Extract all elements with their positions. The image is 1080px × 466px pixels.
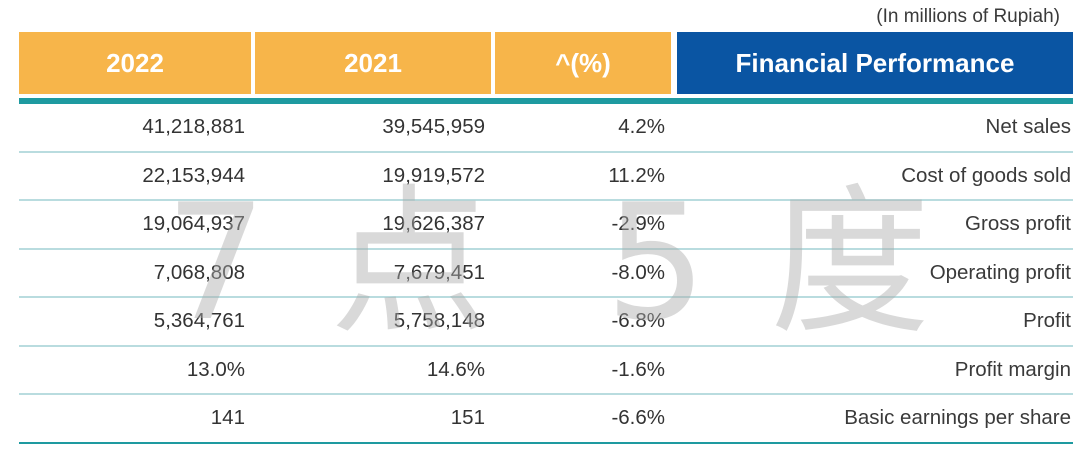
cell-change: -6.8% (611, 309, 665, 333)
cell-2022: 5,364,761 (153, 309, 245, 333)
cell-2022: 41,218,881 (142, 115, 245, 139)
cell-2022: 19,064,937 (142, 212, 245, 236)
cell-2022: 141 (210, 406, 245, 430)
table-row: 22,153,944 19,919,572 11.2% Cost of good… (19, 153, 1073, 201)
cell-label: Gross profit (965, 212, 1071, 236)
table-row: 13.0% 14.6% -1.6% Profit margin (19, 347, 1073, 395)
cell-label: Operating profit (929, 260, 1071, 284)
cell-label: Profit margin (954, 357, 1071, 381)
cell-change: 11.2% (608, 163, 665, 187)
table-row: 19,064,937 19,626,387 -2.9% Gross profit (19, 201, 1073, 250)
cell-change: -6.6% (611, 406, 665, 430)
cell-2022: 7,068,808 (153, 260, 245, 284)
cell-2022: 13.0% (186, 357, 245, 381)
cell-2021: 19,919,572 (382, 163, 485, 187)
cell-2021: 14.6% (426, 357, 485, 381)
header-financial-performance: Financial Performance (677, 32, 1073, 94)
cell-2021: 5,758,148 (393, 309, 485, 333)
cell-label: Cost of goods sold (901, 163, 1071, 187)
cell-2021: 7,679,451 (393, 260, 485, 284)
cell-2022: 22,153,944 (142, 163, 245, 187)
table-row: 5,364,761 5,758,148 -6.8% Profit (19, 298, 1073, 347)
cell-label: Basic earnings per share (844, 406, 1071, 430)
header-2021: 2021 (255, 32, 491, 94)
unit-note: (In millions of Rupiah) (876, 6, 1060, 27)
financial-performance-table: 2022 2021 ^(%) Financial Performance 41,… (19, 32, 1073, 444)
cell-2021: 151 (450, 406, 485, 430)
header-divider (19, 98, 1073, 104)
cell-2021: 19,626,387 (382, 212, 485, 236)
cell-label: Net sales (985, 115, 1071, 139)
cell-change: -2.9% (611, 212, 665, 236)
cell-change: 4.2% (618, 115, 665, 139)
header-change: ^(%) (495, 32, 671, 94)
table-row: 7,068,808 7,679,451 -8.0% Operating prof… (19, 250, 1073, 298)
cell-change: -8.0% (611, 260, 665, 284)
header-2022: 2022 (19, 32, 251, 94)
table-header: 2022 2021 ^(%) Financial Performance (19, 32, 1073, 94)
table-row: 141 151 -6.6% Basic earnings per share (19, 395, 1073, 444)
cell-change: -1.6% (611, 357, 665, 381)
table-row: 41,218,881 39,545,959 4.2% Net sales (19, 104, 1073, 153)
cell-label: Profit (1023, 309, 1071, 333)
cell-2021: 39,545,959 (382, 115, 485, 139)
